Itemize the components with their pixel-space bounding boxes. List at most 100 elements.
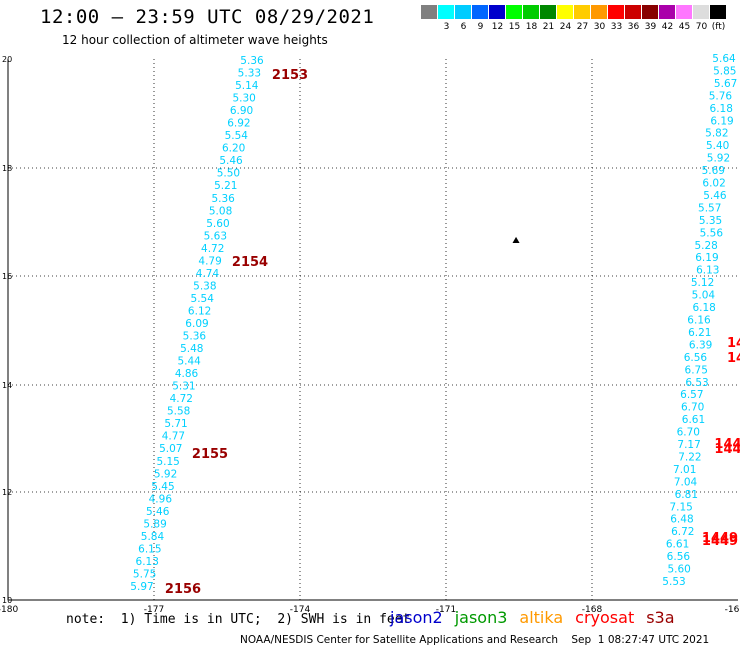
time-label: 2153: [272, 68, 308, 83]
time-label: 2155: [192, 447, 228, 462]
legend-label: 45: [678, 22, 691, 32]
wave-height-value: 5.92: [154, 468, 177, 480]
wave-height-value: 5.46: [703, 190, 727, 202]
time-label: 2156: [165, 582, 201, 597]
wave-height-value: 6.53: [685, 377, 708, 389]
wave-height-value: 5.92: [707, 153, 730, 165]
wave-height-value: 6.12: [188, 305, 211, 317]
legend-label: 70: [695, 22, 708, 32]
wave-height-value: 5.54: [191, 293, 215, 305]
wave-height-value: 6.70: [681, 402, 704, 414]
x-tick-label: -174: [290, 605, 311, 615]
wave-height-value: 4.77: [162, 431, 185, 443]
wave-height-value: 5.07: [159, 443, 182, 455]
wave-height-value: 4.72: [170, 393, 193, 405]
wave-height-value: 5.54: [225, 130, 249, 142]
color-legend: 3 6 9 12 15 18 21 24 27 30 33 36 39 42 45 70 (ft): [421, 5, 727, 32]
wave-height-value: 6.09: [185, 318, 208, 330]
wave-height-value: 6.75: [685, 364, 708, 376]
wave-height-value: 5.63: [204, 230, 227, 242]
x-tick-label: -177: [144, 605, 164, 615]
mission-label: jason2: [390, 608, 443, 627]
wave-height-value: 6.56: [667, 551, 691, 563]
legend-swatches: [421, 5, 727, 19]
legend-label: 21: [542, 22, 555, 32]
wave-height-value: 5.97: [130, 581, 153, 593]
mission-label: altika: [519, 608, 564, 627]
wave-height-value: 5.40: [706, 140, 729, 152]
wave-height-value: 5.57: [698, 202, 721, 214]
wave-height-value: 7.04: [674, 476, 698, 488]
wave-height-value: 5.46: [219, 155, 243, 167]
wave-height-value: 6.20: [222, 143, 245, 155]
legend-label: 12: [491, 22, 504, 32]
wave-height-value: 6.15: [138, 543, 161, 555]
wave-height-value: 5.89: [143, 518, 166, 530]
wave-height-value: 5.60: [667, 564, 690, 576]
wave-height-value: 5.21: [214, 180, 237, 192]
legend-swatch: [710, 5, 727, 19]
wave-height-value: 6.92: [227, 118, 250, 130]
x-tick-label: -16: [725, 605, 740, 615]
legend-swatch: [591, 5, 608, 19]
legend-swatch: [557, 5, 574, 19]
legend-label: 42: [661, 22, 674, 32]
legend-label: 33: [610, 22, 623, 32]
y-tick-label: 16: [2, 272, 12, 281]
legend-label: 3: [443, 22, 450, 32]
wave-height-value: 5.64: [712, 53, 736, 65]
legend-swatch: [506, 5, 523, 19]
wave-height-value: 7.17: [677, 439, 700, 451]
wave-height-value: 6.57: [680, 389, 703, 401]
legend-label: 6: [460, 22, 467, 32]
wave-height-value: 5.67: [714, 78, 737, 90]
wave-height-value: 5.35: [699, 215, 722, 227]
x-tick-label: -171: [436, 605, 456, 615]
wave-height-value: 5.69: [702, 165, 725, 177]
legend-label: 30: [593, 22, 606, 32]
wave-height-value: 5.56: [700, 227, 724, 239]
wave-height-value: 6.13: [696, 265, 719, 277]
legend-swatch: [676, 5, 693, 19]
wave-height-value: 5.50: [217, 168, 240, 180]
wave-height-value: 4.96: [149, 493, 173, 505]
wave-height-value: 5.46: [146, 506, 170, 518]
wave-height-value: 5.48: [180, 343, 203, 355]
wave-height-value: 5.75: [133, 568, 156, 580]
wave-height-value: 6.16: [687, 315, 711, 327]
mission-legend: jason2 jason3 altika cryosat s3a: [390, 608, 675, 627]
wave-height-value: 5.76: [709, 90, 733, 102]
y-tick-label: 20: [2, 55, 12, 64]
wave-height-value: 6.21: [688, 327, 711, 339]
wave-height-value: 5.36: [211, 193, 235, 205]
wave-height-value: 5.44: [177, 356, 201, 368]
wave-height-value: 7.01: [673, 464, 696, 476]
legend-swatch: [523, 5, 540, 19]
legend-labels: 3 6 9 12 15 18 21 24 27 30 33 36 39 42 45 70 (ft): [421, 19, 727, 32]
wave-height-value: 4.86: [175, 368, 199, 380]
mission-label: cryosat: [575, 608, 635, 627]
legend-swatch: [659, 5, 676, 19]
legend-swatch: [574, 5, 591, 19]
y-tick-label: 10: [2, 596, 12, 605]
legend-swatch: [540, 5, 557, 19]
mission-label: jason3: [454, 608, 508, 627]
wave-height-value: 6.19: [710, 115, 733, 127]
wave-height-value: 6.81: [675, 489, 698, 501]
wave-height-value: 5.36: [240, 55, 264, 67]
legend-label: (ft): [711, 22, 726, 32]
wave-height-value: 6.70: [677, 427, 700, 439]
wave-height-value: 5.04: [692, 290, 716, 302]
wave-height-value: 4.79: [198, 255, 221, 267]
wave-height-value: 5.85: [713, 65, 736, 77]
y-tick-label: 14: [2, 381, 12, 390]
time-label: 1449: [702, 534, 738, 549]
chart-title: 12:00 – 23:59 UTC 08/29/2021: [40, 6, 375, 28]
legend-swatch: [421, 5, 438, 19]
wave-height-value: 5.31: [172, 381, 195, 393]
wave-height-value: 5.36: [183, 331, 207, 343]
time-label: 14: [727, 336, 740, 351]
wave-height-value: 5.15: [156, 456, 179, 468]
wave-height-value: 6.61: [666, 539, 689, 551]
